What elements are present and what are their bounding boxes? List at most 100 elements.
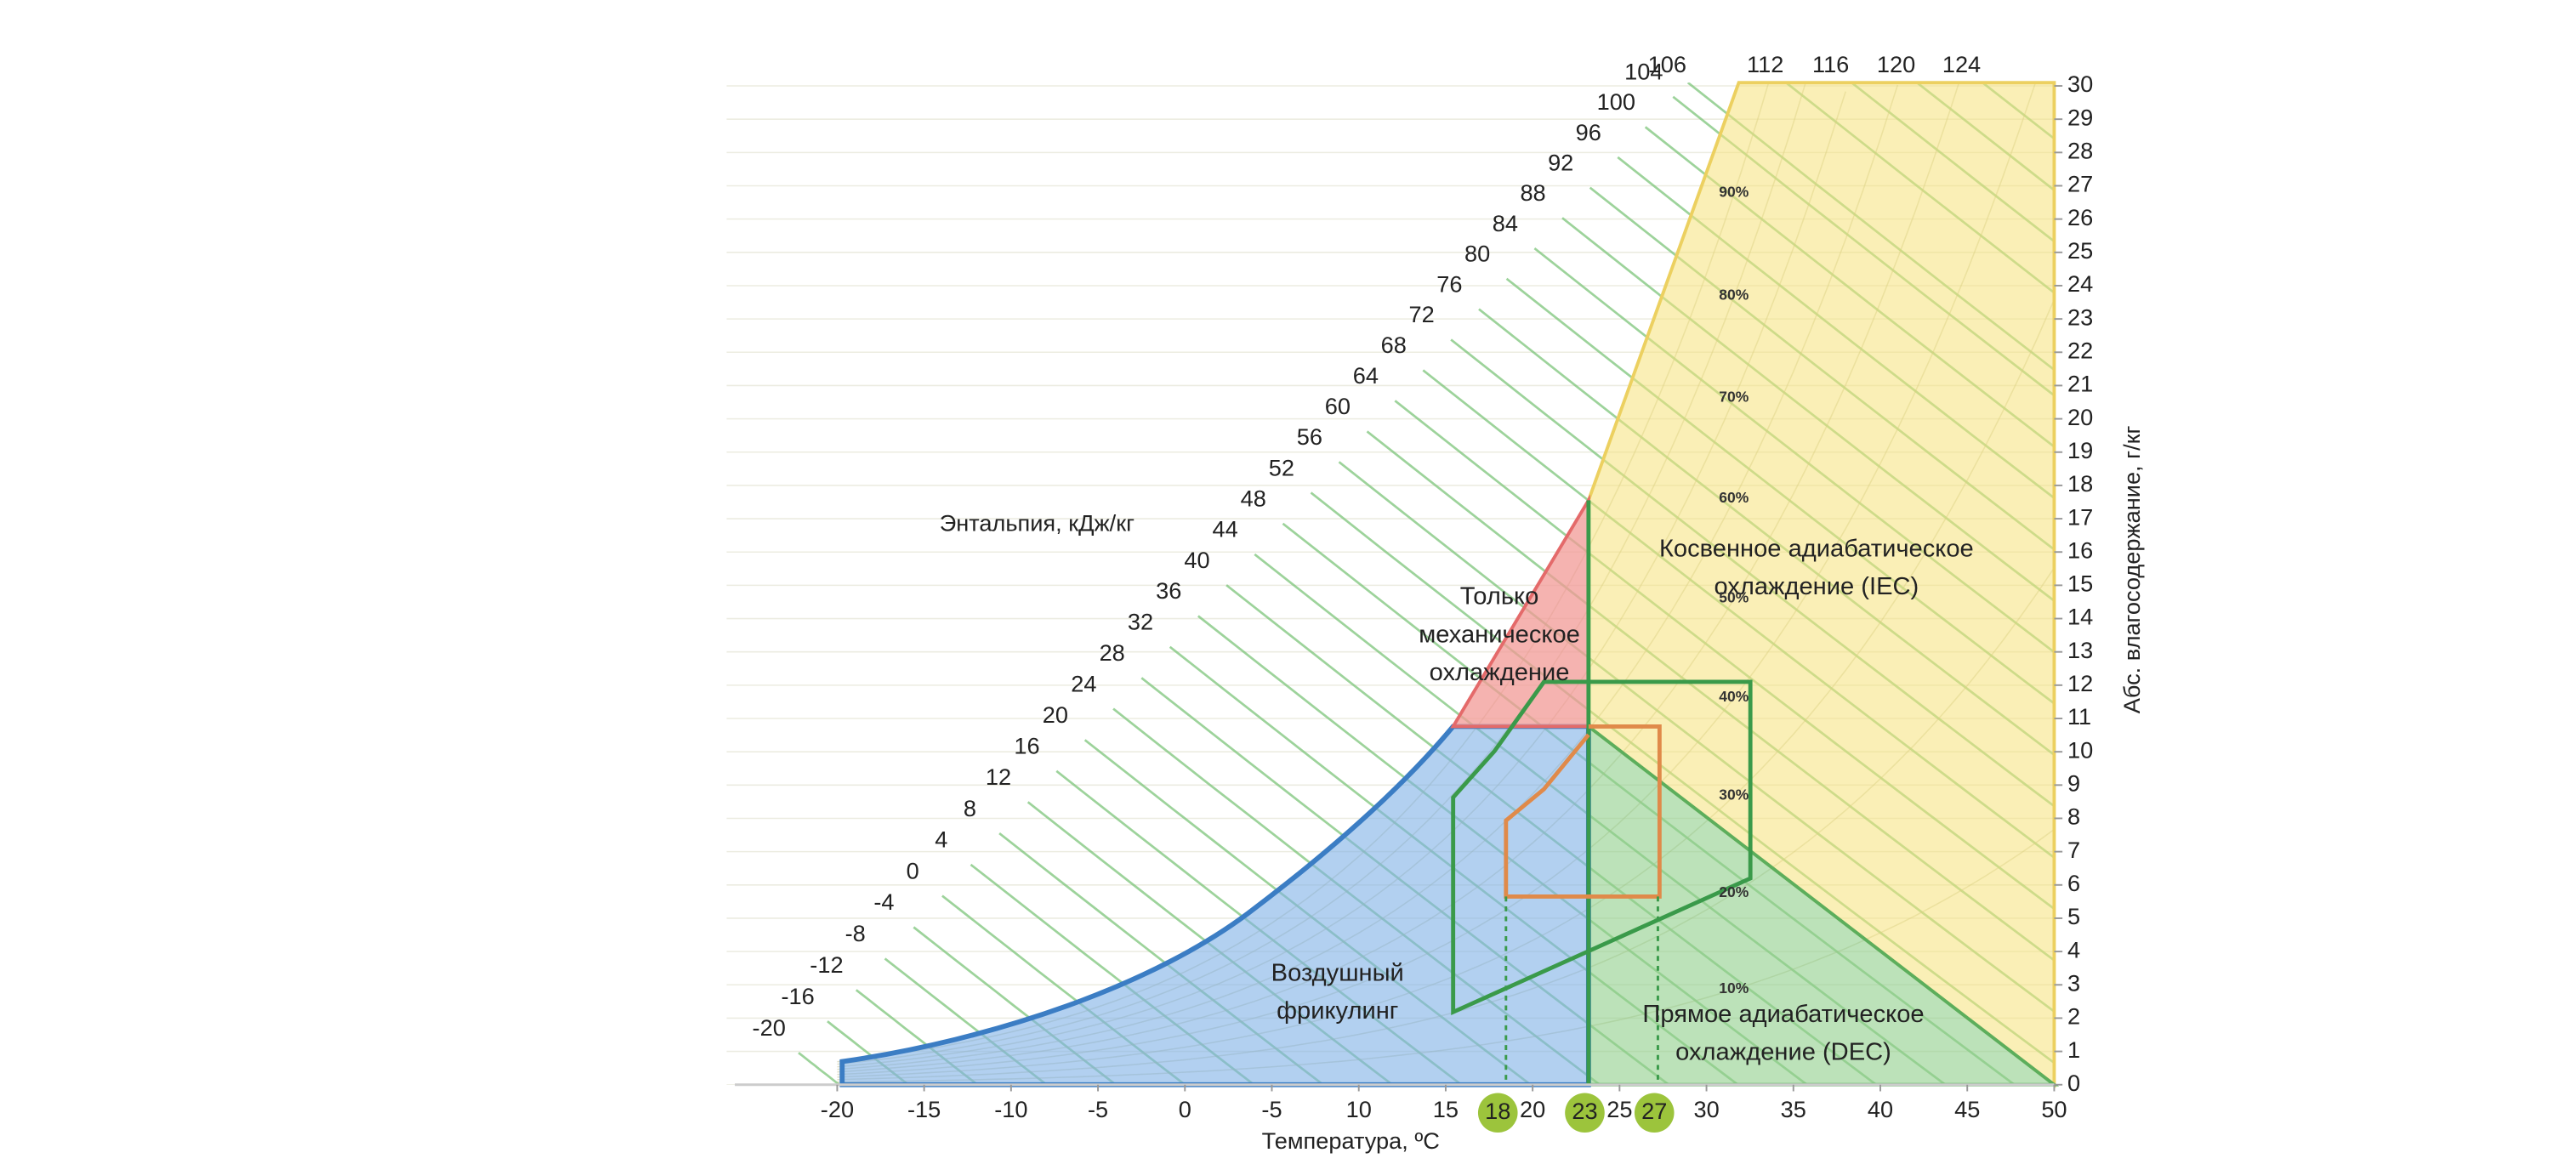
regions	[735, 81, 2060, 1088]
y-tick-label: 8	[2067, 803, 2080, 830]
x-tick-label: 50	[2041, 1096, 2067, 1122]
annotation: Прямое адиабатическое	[1642, 1001, 1924, 1028]
enthalpy-tick-label: 64	[1353, 362, 1379, 389]
enthalpy-tick-label: 80	[1464, 241, 1490, 267]
rh-tick-label: 50%	[1719, 589, 1749, 606]
y-tick-label: 19	[2067, 437, 2093, 463]
highlight-label: 27	[1641, 1098, 1667, 1124]
enthalpy-tick-label: 28	[1100, 639, 1125, 666]
y-tick-label: 28	[2067, 138, 2093, 164]
enthalpy-tick-label: 104	[1624, 59, 1663, 85]
y-tick-label: 12	[2067, 670, 2093, 696]
enthalpy-tick-label: -20	[753, 1014, 786, 1041]
green-outline	[1451, 679, 1753, 1016]
rh-tick-label: 30%	[1719, 786, 1749, 803]
enthalpy-tick-label: 8	[964, 795, 976, 821]
highlight-circle	[1565, 1093, 1605, 1133]
y-tick-label: 30	[2067, 71, 2093, 97]
x-tick-label: 0	[1179, 1096, 1191, 1122]
enthalpy-tick-label: 32	[1128, 609, 1153, 635]
rh-tick-label: 90%	[1719, 183, 1749, 200]
enthalpy-tick-label: 116	[1812, 51, 1849, 77]
y-tick-label: 13	[2067, 637, 2093, 663]
blue-region	[839, 724, 1591, 1087]
y-tick-label: 1	[2067, 1036, 2080, 1063]
annotation: механическое	[1419, 621, 1580, 648]
y-tick-label: 4	[2067, 936, 2080, 962]
y-tick-label: 25	[2067, 237, 2093, 264]
x-tick-label: 15	[1433, 1096, 1459, 1122]
enthalpy-tick-label: 24	[1071, 670, 1096, 696]
annotation: охлаждение	[1430, 659, 1570, 686]
enthalpy-tick-label: 48	[1241, 485, 1266, 511]
x-tick-label: 40	[1868, 1096, 1893, 1122]
enthalpy-tick-label: -4	[873, 889, 894, 915]
enthalpy-tick-label: 40	[1184, 547, 1209, 573]
y-tick-label: 27	[2067, 171, 2093, 197]
enthalpy-tick-label: 112	[1747, 51, 1783, 77]
y-tick-label: 7	[2067, 837, 2080, 863]
highlight-label: 18	[1485, 1098, 1510, 1124]
red-region	[1450, 494, 1590, 729]
y-tick-label: 15	[2067, 571, 2093, 597]
y-tick-label: 17	[2067, 503, 2093, 530]
y-tick-label: 5	[2067, 903, 2080, 929]
enthalpy-tick-label: 60	[1325, 393, 1351, 419]
enthalpy-tick-label: 88	[1520, 179, 1545, 206]
enthalpy-tick-label: 44	[1213, 516, 1238, 542]
enthalpy-tick-label: 124	[1942, 51, 1981, 77]
x-tick-label: -15	[907, 1096, 941, 1122]
enthalpy-line	[798, 1052, 840, 1085]
annotation: Воздушный	[1271, 959, 1404, 986]
highlight-circle	[1477, 1093, 1518, 1133]
x-tick-label: 30	[1693, 1096, 1719, 1122]
y-tick-label: 14	[2067, 604, 2093, 630]
enthalpy-tick-label: 68	[1381, 332, 1407, 358]
enthalpy-tick-label: -16	[781, 983, 814, 1009]
y-tick-label: 16	[2067, 537, 2093, 563]
x-tick-label: -5	[1261, 1096, 1282, 1122]
rh-tick-label: 40%	[1719, 688, 1749, 705]
annotation: Косвенное адиабатическое	[1659, 535, 1974, 562]
enthalpy-label: Энтальпия, кДж/кг	[940, 510, 1134, 537]
enthalpy-tick-label: 52	[1269, 454, 1294, 480]
rh-tick-label: 80%	[1719, 286, 1749, 303]
enthalpy-tick-label: 72	[1408, 301, 1434, 327]
highlight-label: 23	[1572, 1098, 1597, 1124]
rh-tick-label: 10%	[1719, 979, 1749, 996]
enthalpy-tick-label: 0	[907, 857, 919, 883]
x-tick-label: 45	[1954, 1096, 1980, 1122]
enthalpy-tick-label: -12	[810, 951, 843, 978]
annotation: Только	[1460, 583, 1538, 610]
labels: Энтальпия, кДж/кг Температура, ºC Абс. в…	[753, 51, 2145, 1154]
y-tick-label: 18	[2067, 470, 2093, 497]
x-tick-label: -5	[1088, 1096, 1108, 1122]
enthalpy-tick-label: 96	[1576, 119, 1601, 145]
enthalpy-tick-label: 16	[1014, 733, 1039, 759]
enthalpy-tick-label: 36	[1156, 577, 1181, 604]
y-tick-label: 11	[2067, 703, 2091, 730]
enthalpy-tick-label: 106	[1648, 51, 1686, 77]
enthalpy-tick-label: 4	[935, 826, 947, 853]
y-tick-label: 23	[2067, 304, 2093, 330]
x-tick-label: -10	[994, 1096, 1027, 1122]
rh-tick-label: 70%	[1719, 388, 1749, 405]
y-tick-label: 3	[2067, 969, 2080, 996]
y-tick-label: 24	[2067, 270, 2093, 297]
enthalpy-tick-label: 92	[1548, 149, 1573, 175]
enthalpy-tick-label: 56	[1297, 423, 1322, 450]
y-tick-label: 2	[2067, 1003, 2080, 1030]
enthalpy-tick-label: -8	[845, 920, 866, 946]
y-tick-label: 26	[2067, 204, 2093, 230]
rh-tick-label: 20%	[1719, 883, 1749, 900]
enthalpy-tick-label: 76	[1436, 270, 1462, 297]
annotation: охлаждение (IEC)	[1714, 573, 1919, 600]
enthalpy-tick-label: 20	[1043, 701, 1068, 728]
x-tick-label: 25	[1606, 1096, 1632, 1122]
x-tick-label: 10	[1346, 1096, 1372, 1122]
x-tick-label: 20	[1520, 1096, 1545, 1122]
y-tick-label: 9	[2067, 770, 2080, 797]
highlight-circle	[1634, 1093, 1675, 1133]
